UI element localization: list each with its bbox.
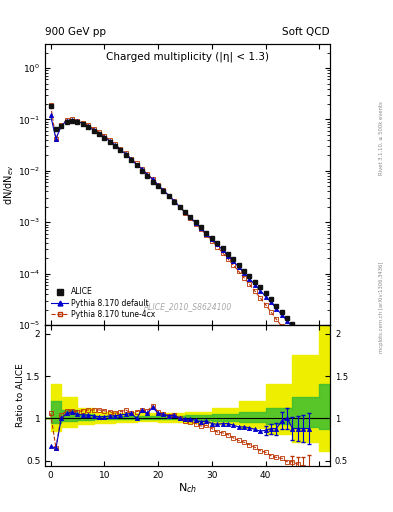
Y-axis label: dN/dN$_{ev}$: dN/dN$_{ev}$: [3, 164, 17, 205]
Text: Rivet 3.1.10, ≥ 500k events: Rivet 3.1.10, ≥ 500k events: [379, 101, 384, 175]
Text: mcplots.cern.ch [arXiv:1306.3436]: mcplots.cern.ch [arXiv:1306.3436]: [379, 262, 384, 353]
Text: 900 GeV pp: 900 GeV pp: [45, 27, 106, 37]
Text: Charged multiplicity (|η| < 1.3): Charged multiplicity (|η| < 1.3): [106, 52, 269, 62]
Y-axis label: Ratio to ALICE: Ratio to ALICE: [16, 364, 25, 428]
Text: ALICE_2010_S8624100: ALICE_2010_S8624100: [143, 302, 232, 311]
X-axis label: N$_{ch}$: N$_{ch}$: [178, 481, 197, 495]
Text: Soft QCD: Soft QCD: [283, 27, 330, 37]
Legend: ALICE, Pythia 8.170 default, Pythia 8.170 tune-4cx: ALICE, Pythia 8.170 default, Pythia 8.17…: [49, 285, 158, 322]
